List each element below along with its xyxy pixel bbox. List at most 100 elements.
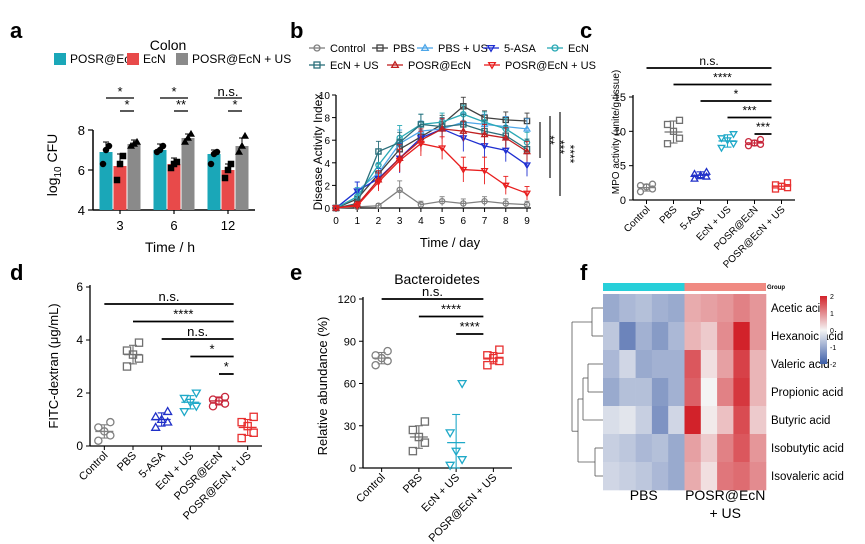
panel-letter-c: c: [580, 18, 592, 43]
panel-c-data-point: [717, 135, 726, 143]
panel-f-heat-cell: [635, 462, 653, 491]
panel-c-significance-label: ***: [756, 120, 770, 134]
panel-e-significance-label: n.s.: [422, 284, 443, 299]
panel-b-data-point: [523, 162, 531, 170]
panel-f-heat-cell: [733, 462, 750, 491]
panel-b-legend-label: EcN: [568, 43, 589, 55]
panel-f-group-label-text-line2: + US: [709, 505, 741, 521]
panel-b-data-point: [501, 182, 510, 190]
panel-a-bar: [127, 144, 141, 210]
panel-d-data-point: [122, 362, 132, 371]
panel-f-group-label-text: PBS: [630, 487, 658, 503]
panel-b-y-tick-label: 2: [324, 181, 330, 192]
panel-d-data-point: [179, 408, 190, 417]
panel-d-x-tick-label: PBS: [115, 450, 139, 474]
panel-e-data-point: [408, 425, 418, 435]
panel-b-series-line: [335, 142, 528, 209]
panel-a-significance-label: *: [117, 84, 122, 99]
panel-a-legend-label: POSR@EcN: [70, 52, 139, 66]
panel-c-y-tick-label: 5: [620, 161, 626, 173]
panel-d-data-point: [249, 412, 258, 422]
panel-b-data-point: [417, 201, 425, 208]
panel-e-data-point: [371, 360, 380, 370]
panel-d-y-tick-label: 0: [76, 439, 83, 453]
panel-f-heat-cell: [700, 378, 718, 407]
panel-b-y-tick-label: 0: [324, 204, 330, 215]
panel-f-scale-tick-label: -2: [830, 362, 836, 369]
panel-a-legend-swatch: [127, 53, 139, 65]
panel-a-y-tick-label: 8: [78, 123, 85, 138]
panel-e-y-tick-label: 30: [344, 421, 356, 433]
panel-e-x-tick-label: PBS: [401, 472, 425, 496]
panel-f-heat-cell: [684, 406, 702, 435]
panel-d-significance-label: n.s.: [159, 289, 180, 304]
panel-a-data-point: [241, 131, 249, 139]
panel-a-bar: [207, 154, 221, 210]
panel-f-heat-cell: [635, 350, 653, 379]
panel-f-heat-cell: [635, 294, 653, 323]
panel-a-bar: [99, 152, 113, 210]
panel-d-data-point: [191, 389, 202, 399]
panel-d-data-point: [237, 417, 246, 427]
panel-a-ylabel-sub: 10: [53, 166, 64, 178]
panel-d-y-tick-label: 2: [76, 386, 83, 400]
panel-d-data-point: [249, 428, 258, 437]
panel-f-heat-cell: [733, 378, 750, 407]
panel-a-legend-label: POSR@EcN + US: [192, 52, 291, 66]
panel-f-heat-cell: [619, 322, 636, 351]
panel-e-data-point: [414, 432, 424, 442]
panel-f-heat-cell: [717, 378, 734, 407]
panel-a-significance-label: *: [124, 97, 129, 112]
panel-f-heat-cell: [733, 350, 750, 379]
panel-f-scale-tick-label: 0: [830, 328, 834, 335]
panel-f-heat-cell: [603, 406, 620, 435]
panel-f-group-bar: [684, 283, 766, 291]
panel-f-scale-tick-label: 1: [830, 311, 834, 318]
panel-a-data-point: [238, 141, 246, 149]
panel-b-data-point: [374, 179, 383, 187]
panel-b-data-point: [332, 205, 340, 213]
panel-b-data-point: [480, 167, 489, 175]
panel-a-ylabel-main: log: [44, 178, 60, 197]
panel-a-data-point: [235, 147, 243, 155]
panel-d-data-point: [150, 411, 161, 421]
panel-d-data-point: [94, 423, 103, 432]
panel-c-data-point: [636, 181, 645, 190]
panel-d-data-point: [106, 431, 115, 440]
panel-b-legend-marker: [551, 44, 559, 52]
panel-a-significance-label: *: [171, 84, 176, 99]
panel-c-data-point: [669, 127, 678, 135]
panel-f-heat-cell: [684, 322, 702, 351]
panel-f-row-label: Acetic acid: [771, 303, 827, 315]
panel-f-heat-cell: [668, 294, 685, 323]
panel-b-data-point: [395, 157, 404, 165]
panel-b-data-point: [459, 127, 468, 134]
panel-f-heat-cell: [733, 406, 750, 435]
panel-b-data-point: [502, 200, 510, 207]
panel-b-legend-label: POSR@EcN: [408, 60, 471, 72]
panel-f-heat-cell: [619, 462, 636, 491]
panel-e-data-point: [408, 446, 418, 456]
panel-c-data-point: [729, 140, 738, 149]
panel-f-heat-cell: [619, 406, 636, 435]
panel-f-heat-cell: [619, 294, 636, 323]
panel-f-scale-tick-label: -1: [830, 345, 836, 352]
panel-f-heat-cell: [668, 462, 685, 491]
panel-a-data-point: [173, 158, 181, 166]
panel-a-bar: [113, 166, 127, 210]
panel-d-data-point: [150, 422, 161, 431]
panel-f-heat-cell: [749, 322, 767, 351]
panel-c-data-point: [771, 181, 780, 189]
panel-e-significance-label: ****: [441, 302, 461, 317]
panel-f-heat-cell: [603, 294, 620, 323]
panel-c-data-point: [756, 135, 765, 144]
panel-b-data-point: [481, 197, 488, 205]
panel-f-heat-cell: [749, 350, 767, 379]
panel-a-data-point: [207, 160, 215, 168]
panel-b-y-tick-label: 8: [324, 114, 330, 125]
panel-letter-e: e: [290, 260, 302, 285]
panel-c-data-point: [729, 131, 738, 139]
panel-e-data-point: [445, 461, 456, 471]
panel-letter-d: d: [10, 260, 23, 285]
panel-f-heat-cell: [603, 462, 620, 491]
